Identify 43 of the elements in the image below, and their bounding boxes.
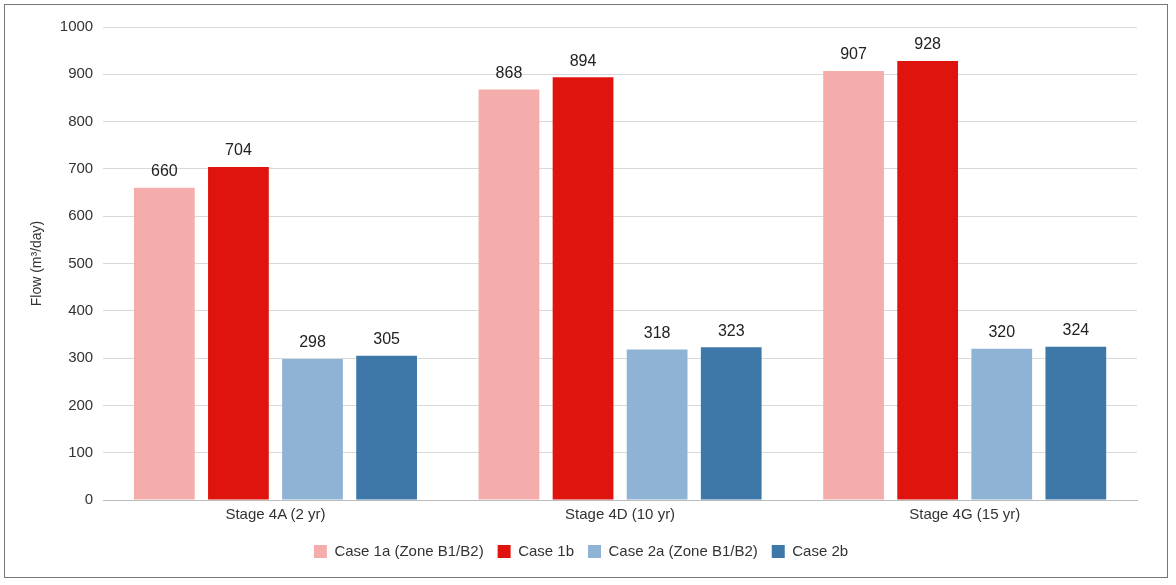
y-tick-label: 1000 bbox=[59, 17, 94, 35]
bar bbox=[356, 355, 417, 500]
data-label: 907 bbox=[840, 45, 867, 63]
bar bbox=[823, 70, 884, 500]
y-tick-label: 500 bbox=[68, 253, 94, 271]
y-tick-label: 400 bbox=[68, 300, 94, 318]
x-tick-label: Stage 4G (15 yr) bbox=[909, 505, 1021, 523]
data-label: 894 bbox=[569, 51, 597, 69]
bar bbox=[208, 167, 269, 500]
bar bbox=[133, 187, 195, 500]
data-label: 928 bbox=[914, 35, 942, 53]
bar bbox=[626, 349, 688, 500]
legend-label: Case 1a (Zone B1/B2) bbox=[334, 541, 484, 559]
bar bbox=[552, 77, 614, 500]
y-tick-label: 300 bbox=[68, 348, 94, 366]
y-tick-label: 600 bbox=[68, 206, 94, 224]
y-tick-label: 100 bbox=[68, 442, 94, 460]
bar bbox=[1045, 346, 1107, 500]
data-label: 660 bbox=[150, 162, 178, 180]
data-label: 298 bbox=[299, 333, 326, 351]
data-label: 868 bbox=[495, 63, 523, 81]
data-label: 305 bbox=[373, 330, 401, 348]
y-tick-label: 800 bbox=[68, 111, 94, 129]
x-tick-label: Stage 4A (2 yr) bbox=[225, 505, 326, 523]
data-label: 318 bbox=[643, 323, 671, 341]
y-tick-label: 0 bbox=[84, 490, 94, 508]
bar bbox=[282, 359, 343, 500]
bar bbox=[700, 347, 762, 500]
bar bbox=[971, 348, 1033, 500]
data-label: 704 bbox=[225, 141, 252, 159]
y-tick-label: 200 bbox=[68, 395, 94, 413]
data-label: 324 bbox=[1062, 321, 1090, 339]
x-tick-label: Stage 4D (10 yr) bbox=[565, 505, 676, 523]
legend-label: Case 2a (Zone B1/B2) bbox=[608, 541, 758, 559]
y-axis-title: Flow (m³/day) bbox=[28, 220, 45, 307]
data-label: 323 bbox=[717, 321, 745, 339]
y-tick-label: 700 bbox=[68, 159, 94, 177]
data-label: 320 bbox=[988, 323, 1016, 341]
legend-label: Case 2b bbox=[792, 541, 849, 559]
bar bbox=[897, 61, 959, 500]
bar bbox=[478, 89, 540, 500]
y-tick-label: 900 bbox=[68, 64, 94, 82]
legend-label: Case 1b bbox=[518, 541, 575, 559]
